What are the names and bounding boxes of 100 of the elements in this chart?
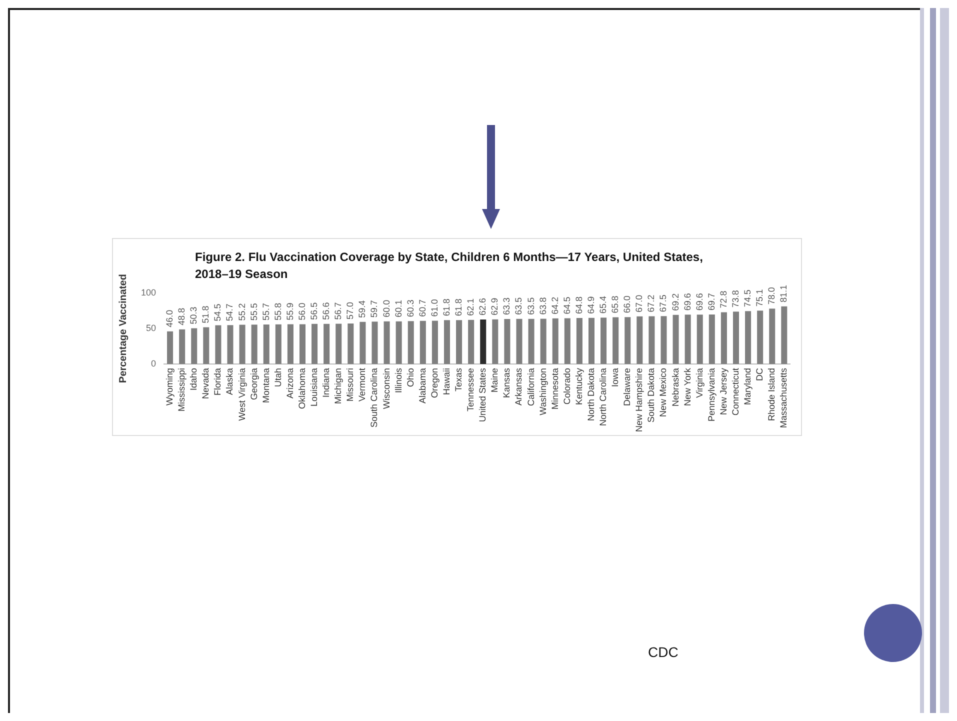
x-tick-label: Texas <box>454 368 464 392</box>
x-tick-label: Idaho <box>188 368 199 391</box>
data-label: 75.1 <box>754 289 765 307</box>
data-label: 51.8 <box>200 306 211 324</box>
bar <box>600 318 607 364</box>
data-label: 74.5 <box>742 290 753 308</box>
data-label: 60.1 <box>393 300 404 318</box>
bar <box>372 322 378 364</box>
x-tick-label: Louisiana <box>309 368 320 407</box>
data-label: 67.0 <box>634 294 644 312</box>
data-label: 62.9 <box>490 298 500 316</box>
bar <box>360 322 366 364</box>
bar <box>684 314 691 364</box>
bar <box>287 324 294 364</box>
data-label: 67.2 <box>646 294 656 312</box>
bar <box>336 324 342 364</box>
data-label: 69.7 <box>706 292 716 311</box>
data-label: 64.2 <box>550 296 560 314</box>
data-label: 56.5 <box>309 302 320 320</box>
data-label: 69.2 <box>670 293 680 311</box>
data-label: 63.3 <box>502 298 512 316</box>
data-label: 59.7 <box>369 300 380 318</box>
x-tick-label: Hawaii <box>441 368 452 396</box>
x-tick-label: United States <box>478 368 488 422</box>
y-tick-label: 0 <box>151 358 156 368</box>
bar <box>781 306 788 364</box>
data-label: 55.2 <box>236 303 247 321</box>
bar <box>456 320 462 364</box>
x-tick-label: Georgia <box>248 368 259 400</box>
x-tick-label: Kentucky <box>574 368 584 406</box>
x-tick-label: California <box>526 368 536 406</box>
bar <box>552 318 558 364</box>
data-label: 57.0 <box>345 302 356 320</box>
data-label: 56.6 <box>321 302 332 320</box>
data-label: 63.5 <box>514 297 524 315</box>
x-tick-label: Kansas <box>502 368 512 398</box>
bar <box>660 316 667 364</box>
x-tick-label: New Jersey <box>718 368 728 416</box>
x-tick-label: South Dakota <box>646 368 656 423</box>
bar <box>757 310 764 364</box>
data-label: 61.8 <box>454 298 464 316</box>
x-tick-label: Delaware <box>622 368 632 406</box>
x-tick-label: New York <box>682 368 692 406</box>
x-tick-label: Utah <box>272 368 283 388</box>
x-tick-label: Mississippi <box>176 368 187 412</box>
x-tick-label: South Carolina <box>369 368 380 428</box>
text: CDC <box>648 644 678 660</box>
bar <box>672 314 679 364</box>
x-tick-label: Vermont <box>357 368 368 402</box>
x-tick-label: Alaska <box>224 368 235 396</box>
bar <box>564 318 570 364</box>
x-tick-label: Connecticut <box>730 368 740 416</box>
data-label: 65.4 <box>598 296 608 314</box>
x-tick-label: West Virginia <box>236 368 247 421</box>
data-label: 63.5 <box>526 297 536 315</box>
x-tick-label: Nevada <box>200 368 211 400</box>
bar <box>468 320 474 364</box>
bar <box>624 317 631 364</box>
bar <box>588 318 595 364</box>
bar <box>167 331 174 364</box>
data-label: 54.5 <box>212 304 223 322</box>
bar <box>432 320 438 364</box>
bar <box>239 324 246 364</box>
data-label: 54.7 <box>224 304 235 322</box>
data-label: 60.7 <box>417 299 428 317</box>
x-tick-label: Illinois <box>393 368 404 394</box>
data-label: 50.3 <box>188 306 199 324</box>
bar <box>444 320 450 364</box>
data-label: 56.7 <box>333 302 344 320</box>
x-tick-label: Tennessee <box>466 368 476 412</box>
data-label: 62.1 <box>466 298 476 316</box>
data-label: 55.7 <box>260 302 271 320</box>
data-label: 61.8 <box>441 298 452 316</box>
data-label: 64.5 <box>562 296 572 314</box>
data-label: 65.8 <box>610 296 620 314</box>
chart-title: Figure 2. Flu Vaccination Coverage by State, Children 6 Months—17 Years, United States, 2018–19 Season <box>195 249 704 283</box>
x-tick-label: Minnesota <box>550 368 560 410</box>
x-tick-label: Nebraska <box>670 368 680 407</box>
y-tick-label: 100 <box>140 287 156 298</box>
data-label: 69.6 <box>694 293 704 311</box>
bar <box>745 311 752 364</box>
x-tick-label: New Mexico <box>658 368 668 418</box>
data-label: 55.5 <box>248 303 259 321</box>
x-tick-label: North Dakota <box>586 368 596 422</box>
x-tick-label: Maryland <box>742 368 753 406</box>
data-label: 78.0 <box>766 287 777 305</box>
data-label: 62.6 <box>478 298 488 316</box>
x-tick-label: Michigan <box>333 368 344 404</box>
data-label: 61.0 <box>429 299 440 317</box>
bar <box>251 324 258 364</box>
data-label: 60.0 <box>381 300 392 318</box>
x-tick-label: Pennsylvania <box>706 368 716 422</box>
bar <box>420 320 426 364</box>
data-label: 59.4 <box>357 300 368 318</box>
bar <box>215 325 222 364</box>
bar <box>504 319 510 364</box>
data-label: 56.0 <box>296 302 307 320</box>
bar <box>384 321 390 364</box>
bar <box>324 324 330 364</box>
x-tick-label: Oregon <box>429 368 440 398</box>
